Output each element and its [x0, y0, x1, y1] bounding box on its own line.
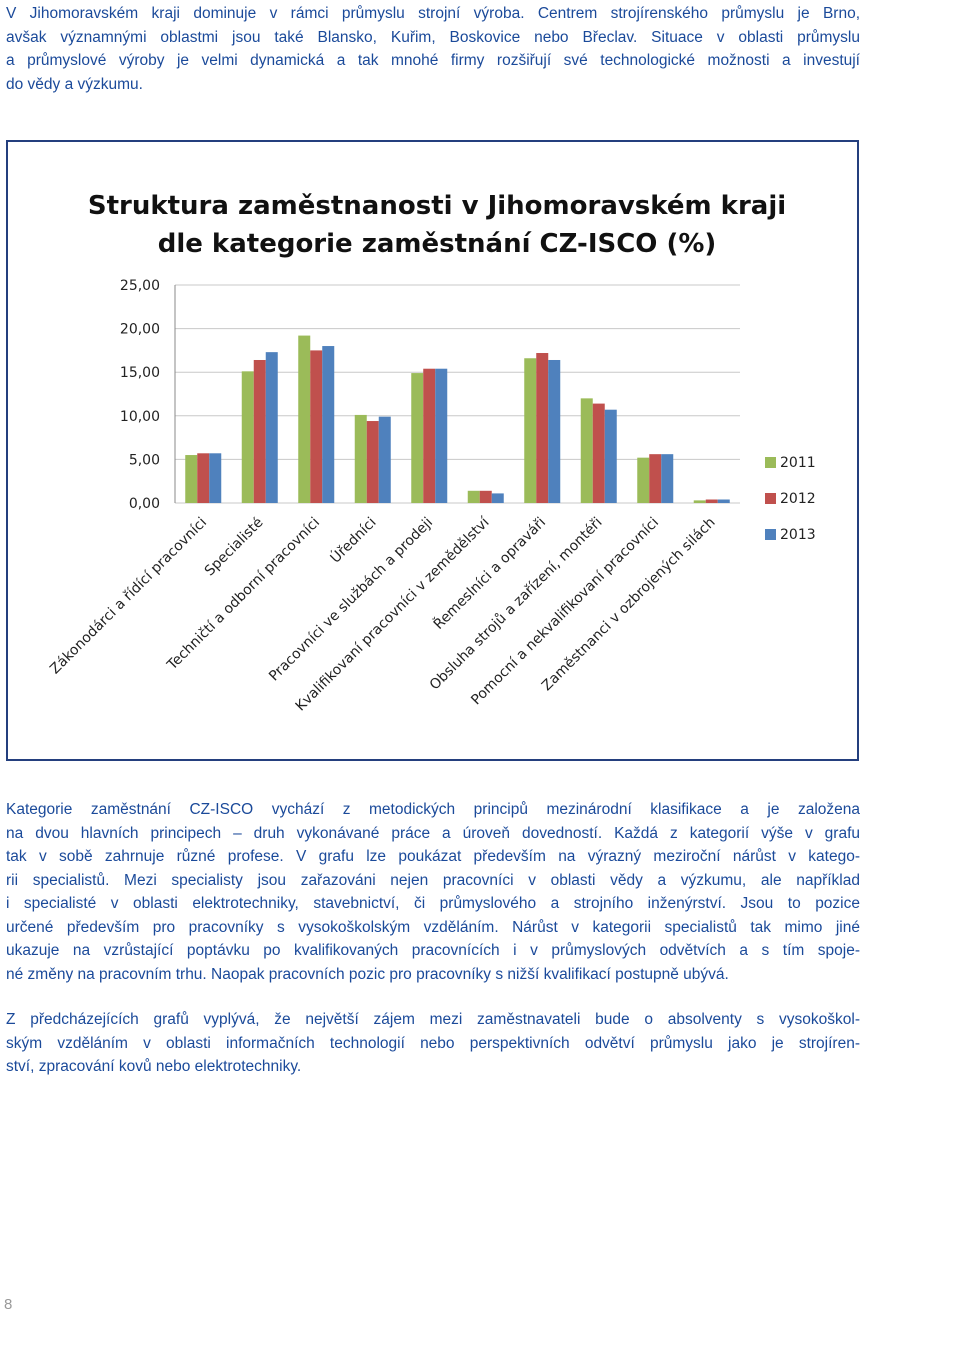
bar — [705, 499, 718, 503]
bar — [467, 490, 480, 503]
bar — [580, 398, 593, 503]
legend-label: 2013 — [780, 527, 816, 543]
bar — [649, 454, 662, 503]
legend-label: 2011 — [780, 455, 816, 471]
bar — [253, 359, 266, 503]
page-number: 8 — [4, 1296, 13, 1313]
bar — [423, 368, 436, 503]
text-line: avšak významnými oblastmi jsou také Blan… — [6, 28, 860, 46]
text-line: i specialisté v oblasti elektrotechniky,… — [6, 895, 860, 912]
bar — [693, 500, 706, 503]
text-line: né změny na pracovním trhu. Naopak praco… — [6, 965, 729, 983]
bar — [491, 493, 504, 503]
y-tick-label: 25,00 — [120, 278, 160, 294]
bar — [592, 403, 605, 503]
legend-label: 2012 — [780, 491, 816, 507]
bar — [298, 335, 311, 503]
text-line: ukazuje na vzrůstající poptávku po kvali… — [6, 942, 860, 959]
bar — [435, 368, 448, 503]
bar — [366, 421, 379, 503]
text-line: rii specialistů. Mezi specialisty jsou z… — [6, 871, 860, 889]
text-line: V Jihomoravském kraji dominuje v rámci p… — [6, 5, 860, 22]
body-text: Kategorie zaměstnání CZ-ISCO vychází z m… — [6, 798, 860, 1101]
paragraph: Kategorie zaměstnání CZ-ISCO vychází z m… — [6, 798, 860, 986]
text-line: Z předcházejících grafů vyplývá, že nejv… — [6, 1011, 860, 1028]
bar — [661, 454, 674, 503]
bar — [637, 457, 650, 503]
y-tick-label: 10,00 — [120, 409, 160, 425]
bar — [479, 490, 492, 503]
text-line: do vědy a výzkumu. — [6, 75, 143, 93]
paragraph: Z předcházejících grafů vyplývá, že nejv… — [6, 1008, 860, 1079]
bar — [209, 453, 222, 503]
bar — [548, 359, 561, 503]
bar — [411, 373, 424, 503]
chart: Struktura zaměstnanosti v Jihomoravském … — [6, 140, 859, 761]
text-line: ským vzděláním v oblasti informačních te… — [6, 1034, 860, 1052]
y-tick-label: 5,00 — [129, 452, 160, 468]
bar — [310, 350, 323, 503]
chart-title: dle kategorie zaměstnání CZ-ISCO (%) — [158, 229, 717, 259]
text-line: Kategorie zaměstnání CZ-ISCO vychází z m… — [6, 801, 860, 818]
bar — [536, 353, 549, 503]
bar — [322, 346, 335, 503]
legend-swatch — [765, 457, 776, 468]
bar — [197, 453, 210, 503]
bar — [354, 414, 367, 503]
text-line: určené především pro pracovníky s vysoko… — [6, 918, 860, 936]
bar — [378, 416, 391, 503]
chart-title: Struktura zaměstnanosti v Jihomoravském … — [88, 191, 786, 221]
legend-swatch — [765, 493, 776, 504]
legend-swatch — [765, 529, 776, 540]
bar — [185, 455, 198, 503]
y-tick-label: 0,00 — [129, 496, 160, 512]
y-tick-label: 20,00 — [120, 322, 160, 338]
bar — [524, 358, 537, 503]
text-line: ství, zpracování kovů nebo elektrotechni… — [6, 1058, 302, 1075]
bar — [717, 499, 730, 503]
bar — [604, 409, 617, 503]
bar — [265, 352, 278, 503]
text-line: na dvou hlavních principech – druh vykon… — [6, 824, 860, 842]
text-line: a průmyslové výroby je velmi dynamická a… — [6, 52, 860, 69]
bar — [241, 371, 254, 503]
y-tick-label: 15,00 — [120, 365, 160, 381]
intro-paragraph: V Jihomoravském kraji dominuje v rámci p… — [6, 2, 860, 96]
text-line: tak v sobě zahrnuje různé profese. V gra… — [6, 848, 860, 865]
